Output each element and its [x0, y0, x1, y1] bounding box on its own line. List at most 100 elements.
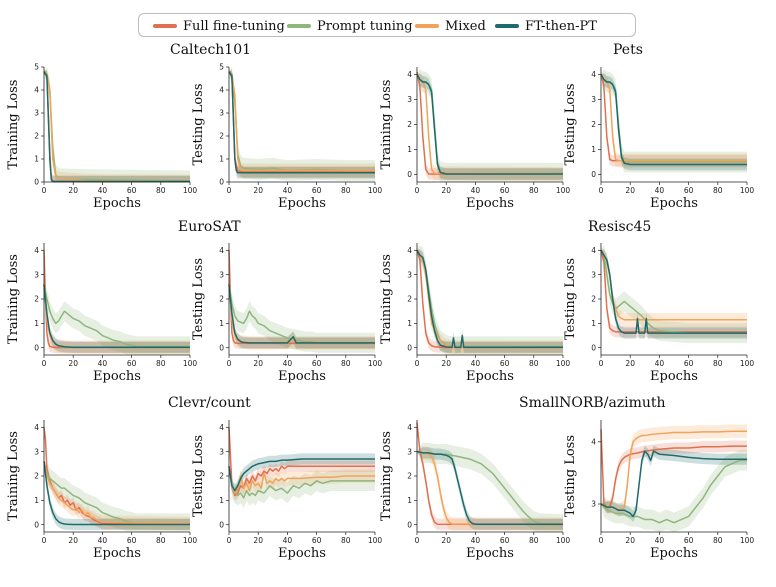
band-full-fine-tuning — [229, 426, 375, 502]
series-line-ft-then-pt — [43, 461, 190, 526]
x-tick-label: 80 — [713, 186, 723, 195]
band-ft-then-pt — [44, 70, 190, 182]
chart-panel-clevr-count-training-loss: 0 20 40 60 80 100 0 1 2 3 4 Epochs Training Loss — [6, 420, 197, 561]
y-tick-label: 4 — [407, 423, 412, 432]
x-tick-label: 20 — [253, 359, 263, 368]
x-tick-label: 60 — [500, 186, 510, 195]
legend-item-full-fine-tuning: Full fine-tuning — [153, 17, 285, 35]
chart-panel-eurosat-training-loss: 0 20 40 60 80 100 0 1 2 3 4 Epochs Training Loss — [6, 243, 197, 384]
x-tick-label: 60 — [127, 359, 137, 368]
y-tick-label: 0 — [407, 170, 412, 179]
x-tick-label: 100 — [556, 359, 571, 368]
series-line-mixed — [43, 461, 191, 525]
x-tick-label: 40 — [655, 359, 665, 368]
x-tick-label: 80 — [713, 359, 723, 368]
legend-label: Mixed — [445, 18, 486, 34]
band-prompt-tuning — [229, 283, 375, 353]
dataset-title-smallnorb-azimuth: SmallNORB/azimuth — [519, 395, 666, 411]
band-prompt-tuning — [44, 460, 190, 532]
y-tick-label: 4 — [34, 86, 39, 95]
y-tick-label: 4 — [34, 423, 39, 432]
y-tick-label: 4 — [34, 246, 39, 255]
y-tick-label: 0 — [219, 343, 224, 352]
x-tick-label: 20 — [625, 186, 635, 195]
x-tick-label: 80 — [341, 359, 351, 368]
y-tick-label: 2 — [407, 295, 412, 304]
series-line-ft-then-pt — [416, 74, 563, 175]
series-line-mixed — [228, 71, 375, 172]
x-tick-label: 60 — [312, 359, 322, 368]
x-tick-label: 20 — [68, 186, 78, 195]
band-ft-then-pt — [417, 249, 563, 353]
y-tick-label: 0 — [219, 178, 224, 187]
series-line-full-fine-tuning — [228, 250, 375, 345]
series-line-mixed — [43, 71, 191, 183]
x-tick-label: 60 — [127, 186, 137, 195]
y-tick-label: 1 — [591, 319, 596, 328]
x-tick-label: 0 — [42, 536, 47, 545]
x-tick-label: 80 — [713, 536, 723, 545]
series-line-full-fine-tuning — [600, 250, 747, 333]
legend-item-prompt-tuning: Prompt tuning — [287, 17, 413, 35]
x-tick-label: 20 — [68, 536, 78, 545]
band-mixed — [44, 69, 190, 182]
x-tick-label: 60 — [684, 536, 694, 545]
y-tick-label: 4 — [219, 423, 224, 432]
y-tick-label: 2 — [219, 132, 224, 141]
y-tick-label: 4 — [407, 70, 412, 79]
band-mixed — [417, 248, 563, 354]
y-axis-label: Training Loss — [379, 431, 394, 521]
x-tick-label: 0 — [42, 359, 47, 368]
x-tick-label: 60 — [500, 536, 510, 545]
chart-panel-resisc45-training-loss: 0 20 40 60 80 100 0 1 2 3 4 Epochs Training Loss — [379, 243, 570, 384]
x-tick-label: 20 — [441, 536, 451, 545]
y-tick-label: 3 — [407, 447, 412, 456]
x-tick-label: 80 — [156, 186, 166, 195]
x-tick-label: 80 — [529, 359, 539, 368]
y-tick-label: 2 — [591, 295, 596, 304]
y-tick-label: 4 — [591, 246, 596, 255]
series-line-prompt-tuning — [600, 249, 747, 334]
legend-label: FT-then-PT — [525, 18, 597, 34]
dataset-title-resisc45: Resisc45 — [588, 219, 652, 235]
y-tick-label: 3 — [407, 95, 412, 104]
y-axis-label: Testing Loss — [563, 83, 578, 165]
chart-panel-caltech101-testing-loss: 0 20 40 60 80 100 0 1 2 3 4 5 Epochs Testing Loss — [191, 63, 382, 211]
x-tick-label: 80 — [156, 359, 166, 368]
dataset-title-clevr-count: Clevr/count — [168, 395, 251, 411]
x-tick-label: 40 — [471, 186, 481, 195]
x-tick-label: 20 — [441, 186, 451, 195]
x-tick-label: 60 — [500, 359, 510, 368]
band-mixed — [417, 446, 563, 531]
x-tick-label: 40 — [283, 359, 293, 368]
band-prompt-tuning — [44, 283, 190, 355]
series-line-prompt-tuning — [228, 466, 375, 499]
series-line-prompt-tuning — [43, 71, 191, 182]
legend-label: Prompt tuning — [317, 18, 413, 34]
band-prompt-tuning — [229, 67, 375, 181]
x-tick-label: 100 — [368, 186, 383, 195]
x-tick-label: 80 — [156, 536, 166, 545]
chart-panel-clevr-count-testing-loss: 0 20 40 60 80 100 0 1 2 3 4 Epochs Testing Loss — [191, 420, 382, 561]
y-axis-label: Training Loss — [6, 254, 21, 344]
band-full-fine-tuning — [417, 421, 563, 531]
x-axis-label: Epochs — [466, 196, 514, 211]
chart-panel-pets-training-loss: 0 20 40 60 80 100 0 1 2 3 4 Epochs Training Loss — [379, 67, 570, 211]
legend-swatch-mixed — [415, 24, 439, 28]
x-tick-label: 40 — [283, 186, 293, 195]
y-tick-label: 3 — [407, 270, 412, 279]
series-line-mixed — [228, 466, 375, 494]
x-axis-label: Epochs — [466, 546, 514, 561]
x-axis-label: Epochs — [278, 369, 326, 384]
y-axis-label: Training Loss — [6, 80, 21, 170]
band-ft-then-pt — [229, 453, 375, 497]
y-tick-label: 0 — [219, 520, 224, 529]
y-tick-label: 2 — [34, 472, 39, 481]
x-tick-label: 0 — [415, 359, 420, 368]
series-line-ft-then-pt — [228, 71, 375, 174]
x-tick-label: 0 — [599, 536, 604, 545]
y-tick-label: 0 — [34, 520, 39, 529]
x-tick-label: 60 — [684, 186, 694, 195]
series-line-prompt-tuning — [43, 461, 190, 525]
